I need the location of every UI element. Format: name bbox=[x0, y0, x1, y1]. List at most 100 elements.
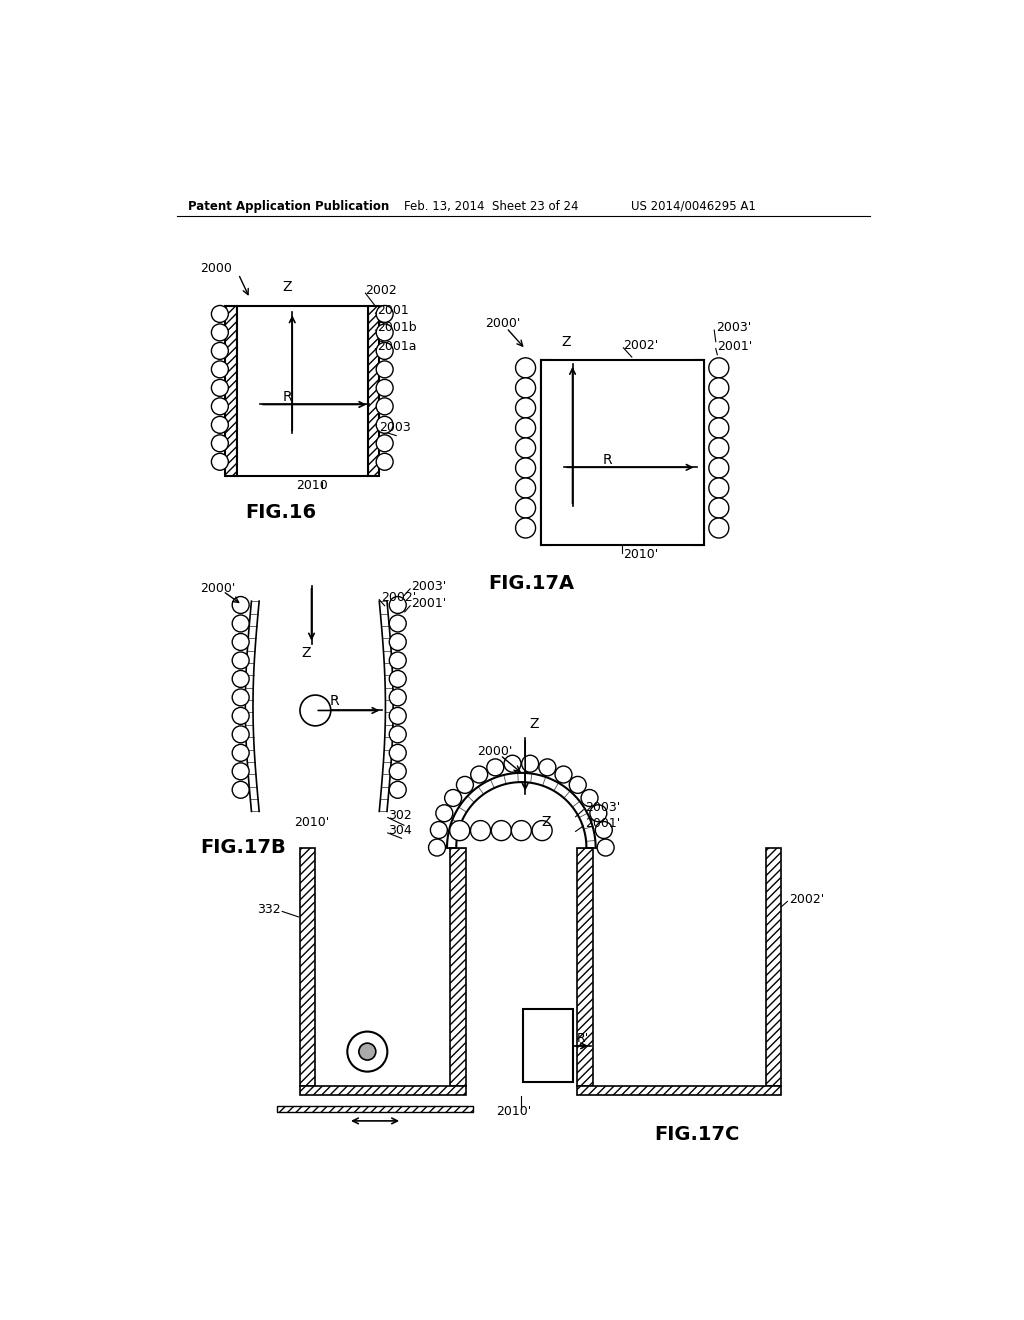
Circle shape bbox=[515, 478, 536, 498]
Text: 2001': 2001' bbox=[717, 339, 753, 352]
Circle shape bbox=[232, 763, 249, 780]
Circle shape bbox=[492, 821, 511, 841]
Circle shape bbox=[211, 342, 228, 359]
Circle shape bbox=[389, 671, 407, 688]
Bar bbox=[593, 847, 766, 1086]
Text: R: R bbox=[602, 453, 612, 467]
Bar bbox=[368, 306, 379, 475]
Bar bbox=[300, 847, 315, 1086]
Circle shape bbox=[709, 458, 729, 478]
Text: 304: 304 bbox=[388, 824, 413, 837]
Text: 2001a: 2001a bbox=[377, 339, 417, 352]
Bar bbox=[766, 847, 781, 1086]
Circle shape bbox=[532, 821, 552, 841]
Circle shape bbox=[389, 763, 407, 780]
Text: R: R bbox=[283, 389, 293, 404]
Text: 2001: 2001 bbox=[377, 305, 409, 317]
Bar bbox=[300, 1086, 466, 1096]
Circle shape bbox=[389, 781, 407, 799]
Text: 2003': 2003' bbox=[716, 321, 751, 334]
Circle shape bbox=[515, 517, 536, 539]
Circle shape bbox=[515, 438, 536, 458]
Circle shape bbox=[581, 789, 598, 807]
Circle shape bbox=[450, 821, 470, 841]
Text: 2000': 2000' bbox=[200, 582, 236, 594]
Circle shape bbox=[429, 840, 445, 857]
Circle shape bbox=[211, 323, 228, 341]
Bar bbox=[237, 306, 368, 475]
Circle shape bbox=[389, 634, 407, 651]
Circle shape bbox=[709, 438, 729, 458]
Circle shape bbox=[515, 358, 536, 378]
Circle shape bbox=[232, 744, 249, 762]
Circle shape bbox=[709, 358, 729, 378]
Circle shape bbox=[347, 1032, 387, 1072]
Circle shape bbox=[211, 416, 228, 433]
Bar bbox=[578, 1086, 781, 1096]
Circle shape bbox=[709, 478, 729, 498]
Circle shape bbox=[376, 434, 393, 451]
Text: 2002: 2002 bbox=[366, 284, 397, 297]
Circle shape bbox=[504, 755, 521, 772]
Text: 2000': 2000' bbox=[484, 317, 520, 330]
Text: 2003': 2003' bbox=[585, 801, 621, 814]
Bar bbox=[276, 1106, 473, 1111]
Circle shape bbox=[457, 776, 473, 793]
Text: 2001': 2001' bbox=[585, 817, 621, 830]
Text: FIG.17B: FIG.17B bbox=[200, 838, 286, 857]
Circle shape bbox=[389, 615, 407, 632]
Text: 2001b: 2001b bbox=[377, 321, 417, 334]
Circle shape bbox=[389, 744, 407, 762]
Circle shape bbox=[515, 378, 536, 397]
Text: Patent Application Publication: Patent Application Publication bbox=[188, 199, 389, 213]
Text: R: R bbox=[330, 694, 339, 709]
Circle shape bbox=[521, 755, 539, 772]
Text: 302: 302 bbox=[388, 809, 413, 822]
Text: 332: 332 bbox=[257, 903, 281, 916]
Circle shape bbox=[232, 726, 249, 743]
Circle shape bbox=[211, 305, 228, 322]
Circle shape bbox=[376, 397, 393, 414]
Circle shape bbox=[709, 378, 729, 397]
Bar bbox=[315, 847, 451, 1086]
Circle shape bbox=[430, 821, 447, 838]
Circle shape bbox=[232, 597, 249, 614]
Circle shape bbox=[515, 418, 536, 438]
Text: 2003: 2003 bbox=[379, 421, 411, 434]
Text: Z: Z bbox=[561, 334, 571, 348]
Circle shape bbox=[597, 840, 614, 855]
Text: Z: Z bbox=[529, 717, 539, 730]
Circle shape bbox=[595, 821, 612, 838]
Circle shape bbox=[211, 397, 228, 414]
Circle shape bbox=[436, 805, 453, 822]
Text: 2002': 2002' bbox=[788, 892, 824, 906]
Circle shape bbox=[376, 453, 393, 470]
Circle shape bbox=[211, 434, 228, 451]
Text: 2010: 2010 bbox=[296, 479, 328, 492]
Text: FIG.17C: FIG.17C bbox=[654, 1125, 739, 1144]
Circle shape bbox=[232, 615, 249, 632]
Circle shape bbox=[590, 805, 607, 822]
Text: US 2014/0046295 A1: US 2014/0046295 A1 bbox=[631, 199, 756, 213]
Circle shape bbox=[470, 821, 490, 841]
Circle shape bbox=[376, 360, 393, 378]
Circle shape bbox=[211, 360, 228, 378]
Circle shape bbox=[515, 498, 536, 517]
Text: Z: Z bbox=[283, 280, 292, 294]
Text: 2003': 2003' bbox=[412, 579, 446, 593]
Text: 2002': 2002' bbox=[381, 591, 416, 603]
Bar bbox=[451, 847, 466, 1086]
Circle shape bbox=[486, 759, 504, 776]
Circle shape bbox=[376, 342, 393, 359]
Circle shape bbox=[515, 458, 536, 478]
Circle shape bbox=[358, 1043, 376, 1060]
Circle shape bbox=[569, 776, 586, 793]
Circle shape bbox=[389, 708, 407, 725]
Circle shape bbox=[709, 418, 729, 438]
Bar bbox=[541, 360, 550, 545]
Bar bbox=[578, 847, 593, 1086]
Text: R': R' bbox=[578, 1032, 590, 1044]
Text: Z: Z bbox=[542, 816, 551, 829]
Circle shape bbox=[389, 652, 407, 669]
Circle shape bbox=[232, 652, 249, 669]
